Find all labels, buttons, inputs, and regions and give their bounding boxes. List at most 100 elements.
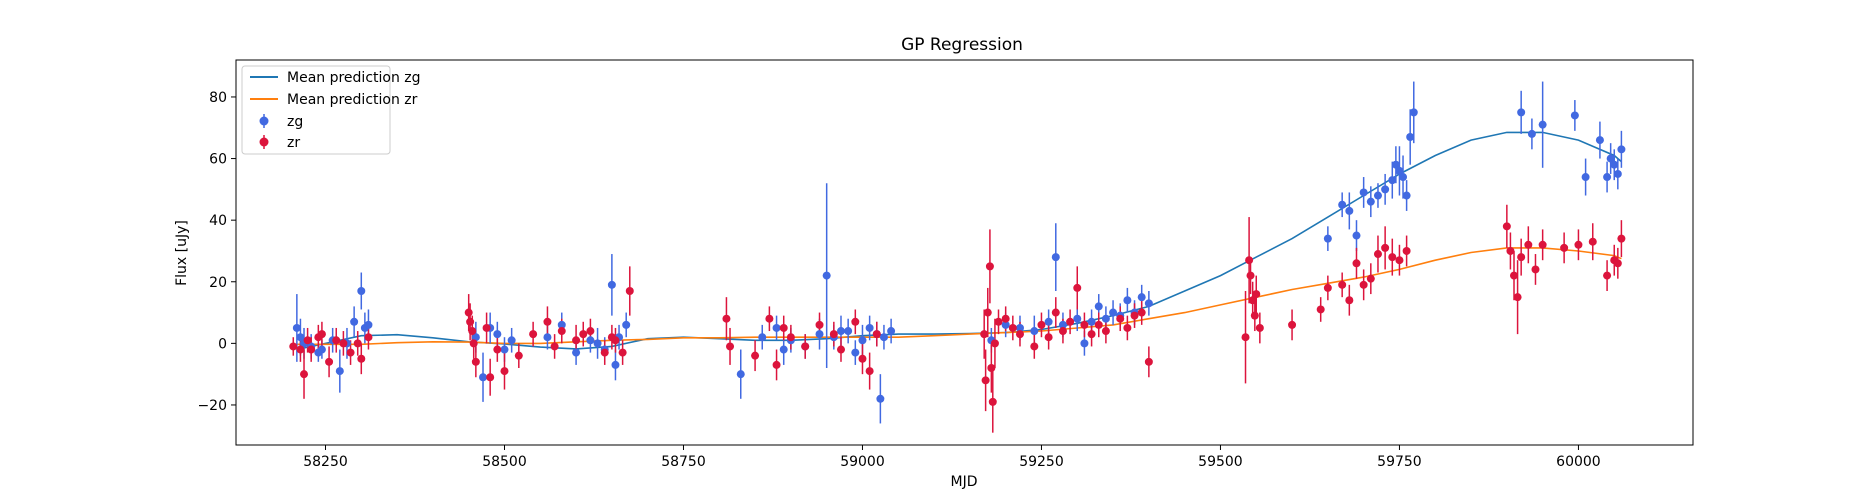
zg-point <box>1045 318 1053 326</box>
zg-point <box>837 327 845 335</box>
zr-point <box>318 330 326 338</box>
zr-point <box>780 324 788 332</box>
zr-point <box>816 321 824 329</box>
zr-point <box>354 339 362 347</box>
zg-point <box>1603 173 1611 181</box>
zg-point <box>1582 173 1590 181</box>
zr-point <box>751 352 759 360</box>
zr-point <box>470 339 478 347</box>
zr-point <box>787 333 795 341</box>
zg-point <box>1360 188 1368 196</box>
zg-point <box>844 327 852 335</box>
zr-point <box>300 370 308 378</box>
zr-point <box>1395 256 1403 264</box>
y-tick-label: 20 <box>209 275 227 291</box>
zr-point <box>1617 235 1625 243</box>
zg-point <box>851 349 859 357</box>
zg-point <box>572 349 580 357</box>
zg-point <box>876 395 884 403</box>
zg-point <box>1338 201 1346 209</box>
x-tick-label: 58750 <box>661 454 706 470</box>
zr-point <box>1517 253 1525 261</box>
zr-point <box>364 333 372 341</box>
zg-point <box>1517 108 1525 116</box>
zr-point <box>357 355 365 363</box>
zg-point <box>1617 145 1625 153</box>
zr-point <box>1317 305 1325 313</box>
zr-point <box>1088 330 1096 338</box>
zr-point <box>722 315 730 323</box>
legend-label-zr: zr <box>287 135 300 151</box>
zr-point <box>1002 315 1010 323</box>
zr-point <box>1095 321 1103 329</box>
zg-point <box>500 346 508 354</box>
zr-point <box>1539 241 1547 249</box>
zg-point <box>293 324 301 332</box>
zr-point <box>773 361 781 369</box>
zg-point <box>364 321 372 329</box>
zr-point <box>989 398 997 406</box>
zr-point <box>472 358 480 366</box>
line-layer <box>297 132 1622 349</box>
zr-point <box>726 342 734 350</box>
zr-point <box>332 336 340 344</box>
zr-point <box>1016 330 1024 338</box>
zg-point <box>479 373 487 381</box>
x-tick-label: 59000 <box>840 454 885 470</box>
zr-point <box>1245 256 1253 264</box>
zr-point <box>984 309 992 317</box>
zg-point <box>318 346 326 354</box>
legend-label-zg: zg <box>287 114 303 130</box>
zg-point <box>1352 232 1360 240</box>
zr-point <box>529 330 537 338</box>
x-tick-label: 59500 <box>1198 454 1243 470</box>
zr-point <box>515 352 523 360</box>
zg-point <box>1073 315 1081 323</box>
zg-point <box>1088 318 1096 326</box>
zr-point <box>982 376 990 384</box>
zg-point <box>1345 207 1353 215</box>
zr-point <box>1324 284 1332 292</box>
zg-point <box>780 346 788 354</box>
zr-point <box>493 346 501 354</box>
zr-point <box>1503 222 1511 230</box>
zr-point <box>1073 284 1081 292</box>
zg-point <box>858 336 866 344</box>
zg-point <box>543 333 551 341</box>
x-axis: 58250 58500 58750 59000 59250 59500 59750 60000 <box>303 445 1600 470</box>
zr-point <box>1066 318 1074 326</box>
zr-point <box>289 342 297 350</box>
zr-point <box>1338 281 1346 289</box>
zr-point <box>1145 358 1153 366</box>
zg-point <box>1406 133 1414 141</box>
zr-point <box>1510 272 1518 280</box>
zg-point <box>1030 327 1038 335</box>
legend-zg-marker-swatch <box>260 117 269 126</box>
y-tick-label: 60 <box>209 152 227 168</box>
zg-point <box>1145 299 1153 307</box>
zg-point <box>823 272 831 280</box>
zg-point <box>1614 170 1622 178</box>
zr-point <box>465 309 473 317</box>
zr-point <box>307 346 315 354</box>
zg-point <box>887 327 895 335</box>
zg-point <box>758 333 766 341</box>
zr-point <box>1352 259 1360 267</box>
zg-point <box>1399 173 1407 181</box>
plot-area <box>236 60 1693 445</box>
zr-point <box>486 373 494 381</box>
legend-label-mean-zg: Mean prediction zg <box>287 70 421 86</box>
zr-point <box>1247 272 1255 280</box>
zg-point <box>336 367 344 375</box>
zg-point <box>1539 121 1547 129</box>
zr-point <box>1251 312 1259 320</box>
zr-point <box>572 336 580 344</box>
zg-point <box>773 324 781 332</box>
zg-point <box>1374 192 1382 200</box>
x-tick-label: 58250 <box>303 454 348 470</box>
zg-point <box>1324 235 1332 243</box>
zr-point <box>1560 244 1568 252</box>
zr-point <box>837 346 845 354</box>
zr-point <box>1256 324 1264 332</box>
zr-point <box>987 364 995 372</box>
